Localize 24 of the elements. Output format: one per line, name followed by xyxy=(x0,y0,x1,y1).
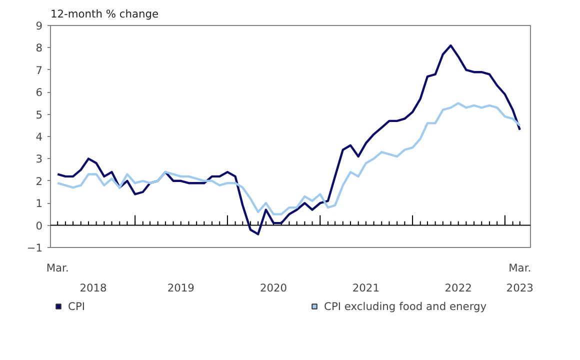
y-tick-label: 8 xyxy=(36,42,43,55)
y-tick-label: 3 xyxy=(36,152,42,166)
y-tick-label: 6 xyxy=(36,86,43,100)
y-tick-label: 7 xyxy=(36,64,42,77)
y-tick-label: 0 xyxy=(36,219,43,232)
x-tick-label: 2020 xyxy=(260,282,288,294)
y-tick-label: −1 xyxy=(26,242,43,254)
text: Mar. xyxy=(46,262,69,274)
legend-label: CPI xyxy=(68,300,86,312)
y-axis-title: 12-month % change xyxy=(50,8,159,20)
x-tick-label: 2021 xyxy=(352,282,380,294)
y-tick-label: 1 xyxy=(36,197,42,210)
x-tick-label: 2019 xyxy=(167,282,195,294)
y-tick-label: 9 xyxy=(36,20,43,32)
legend-label: CPI excluding food and energy xyxy=(324,300,487,312)
y-tick-label: 4 xyxy=(36,130,43,144)
line-series xyxy=(56,102,521,216)
y-tick-label: 5 xyxy=(36,108,42,122)
y-tick-label: 2 xyxy=(36,174,42,188)
text: Mar. xyxy=(508,262,532,274)
line-series xyxy=(56,44,521,236)
x-tick-label: 2018 xyxy=(80,282,108,294)
x-tick-label: 2023 xyxy=(506,282,534,294)
x-tick-label: 2022 xyxy=(444,282,472,294)
